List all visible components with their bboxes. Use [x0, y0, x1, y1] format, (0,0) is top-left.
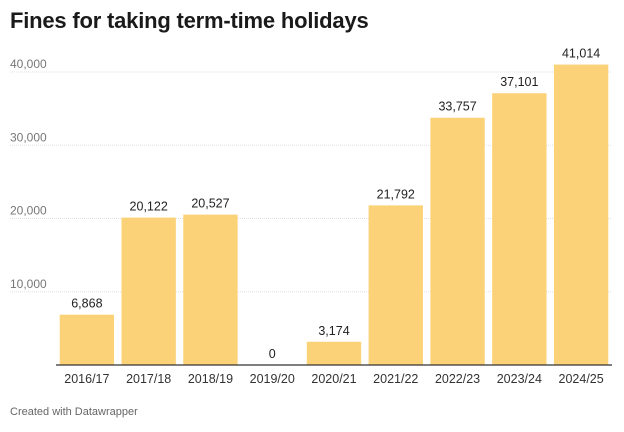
- bar: [553, 64, 609, 365]
- x-tick-label: 2024/25: [559, 372, 604, 386]
- y-tick-label: 40,000: [10, 57, 47, 71]
- value-label: 20,122: [130, 200, 168, 214]
- bar: [183, 214, 238, 365]
- chart-title: Fines for taking term-time holidays: [10, 8, 369, 33]
- y-tick-label: 20,000: [10, 204, 47, 218]
- y-tick-label: 30,000: [10, 130, 47, 144]
- x-tick-label: 2021/22: [373, 372, 418, 386]
- x-tick-label: 2019/20: [250, 372, 295, 386]
- bars: [59, 64, 609, 366]
- value-label: 20,527: [191, 197, 229, 211]
- value-label: 0: [269, 347, 276, 361]
- x-tick-label: 2018/19: [188, 372, 233, 386]
- grid-lines: 10,000 20,000 30,000 40,000: [10, 57, 612, 293]
- value-label: 6,868: [71, 297, 102, 311]
- x-tick-label: 2022/23: [435, 372, 480, 386]
- bar: [430, 117, 485, 365]
- y-tick-label: 10,000: [10, 277, 47, 291]
- bar: [121, 217, 176, 365]
- bar-chart: 10,000 20,000 30,000 40,000 6,868 20,122 20,5…: [10, 47, 612, 386]
- x-tick-label: 2017/18: [126, 372, 171, 386]
- value-label: 3,174: [318, 324, 349, 338]
- x-tick-label: 2016/17: [64, 372, 109, 386]
- bar: [368, 205, 423, 365]
- value-label: 21,792: [377, 187, 415, 201]
- value-labels: 6,868 20,122 20,527 0 3,174 21,792 33,757 37,10…: [71, 47, 600, 361]
- value-label: 37,101: [500, 75, 538, 89]
- x-tick-label: 2023/24: [497, 372, 542, 386]
- bar: [306, 341, 362, 365]
- x-tick-label: 2020/21: [311, 372, 356, 386]
- value-label: 41,014: [562, 47, 600, 61]
- bar: [492, 93, 547, 366]
- value-label: 33,757: [438, 100, 476, 114]
- credit-note: Created with Datawrapper: [10, 406, 138, 418]
- bar: [59, 314, 115, 365]
- x-axis: 2016/17 2017/18 2018/19 2019/20 2020/21 2021/…: [56, 364, 612, 386]
